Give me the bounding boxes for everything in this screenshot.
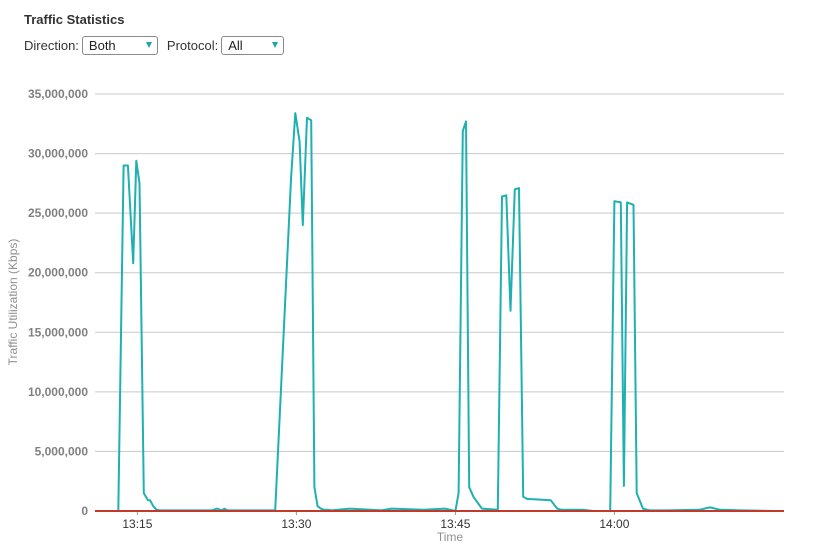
protocol-select[interactable]: All bbox=[221, 36, 285, 55]
direction-select[interactable]: Both bbox=[81, 36, 158, 55]
x-axis-label: Time bbox=[437, 530, 464, 544]
filter-bar: Direction: Both Protocol: All bbox=[24, 36, 285, 55]
page-title: Traffic Statistics bbox=[24, 12, 125, 27]
direction-value: Both bbox=[88, 38, 116, 53]
x-tick-label: 14:00 bbox=[599, 517, 629, 531]
direction-label: Direction: bbox=[24, 38, 79, 53]
y-tick-label: 20,000,000 bbox=[28, 266, 88, 280]
x-tick-label: 13:15 bbox=[122, 517, 152, 531]
y-tick-label: 15,000,000 bbox=[28, 325, 88, 339]
protocol-value: All bbox=[228, 38, 243, 53]
y-axis-label: Traffic Utilization (Kbps) bbox=[6, 239, 20, 366]
y-tick-label: 0 bbox=[81, 504, 88, 518]
y-tick-label: 5,000,000 bbox=[35, 444, 89, 458]
chevron-down-icon bbox=[272, 42, 279, 48]
y-tick-label: 25,000,000 bbox=[28, 206, 88, 220]
chevron-down-icon bbox=[145, 42, 152, 48]
y-tick-label: 10,000,000 bbox=[28, 385, 88, 399]
y-tick-label: 30,000,000 bbox=[28, 147, 88, 161]
protocol-label: Protocol: bbox=[166, 38, 219, 53]
x-tick-label: 13:30 bbox=[281, 517, 311, 531]
x-tick-label: 13:45 bbox=[440, 517, 470, 531]
y-tick-label: 35,000,000 bbox=[28, 87, 88, 101]
